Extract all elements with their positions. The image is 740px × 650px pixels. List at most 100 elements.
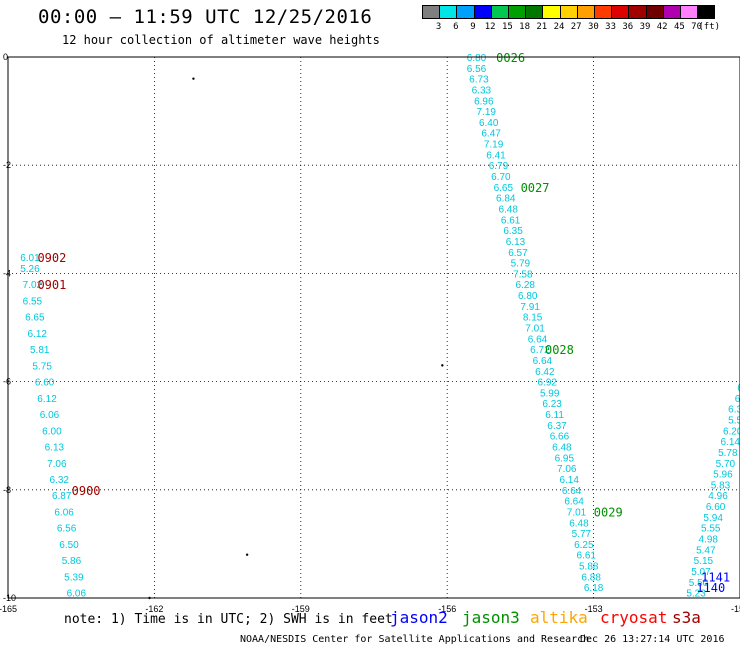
swh-value-label: 6.32 <box>50 475 70 486</box>
footer-timestamp: Dec 26 13:27:14 UTC 2016 <box>580 634 725 645</box>
swh-value-label: 5.39 <box>64 572 84 583</box>
axis-tick-labels: -165-162-159-156-153-1500-2-4-6-8-10 <box>0 52 740 614</box>
island-dot <box>441 364 444 367</box>
swh-value-label: 5.86 <box>62 556 82 567</box>
swh-value-label: 6.56 <box>467 64 487 75</box>
colorbar-label: 45 <box>673 22 685 32</box>
swh-value-label: 6.64 <box>533 356 553 367</box>
swh-value-label: 6.65 <box>494 183 514 194</box>
swh-value-label: 5.23 <box>686 589 706 600</box>
swh-value-label: 5.99 <box>540 388 560 399</box>
swh-value-label: 6.60 <box>35 378 55 389</box>
swh-value-label: 7.19 <box>484 140 504 151</box>
legend-cryosat: cryosat <box>600 608 668 627</box>
grid-lines <box>8 57 740 598</box>
swh-value-label: 5.5 <box>728 415 740 426</box>
swh-value-label: 6.3 <box>728 405 740 416</box>
pass-time-label: 0026 <box>496 51 525 65</box>
swh-value-label: 6.84 <box>496 194 516 205</box>
swh-value-label: 6.88 <box>581 572 601 583</box>
colorbar-label: 6 <box>453 22 459 32</box>
swh-value-label: 6.61 <box>501 215 521 226</box>
swh-value-label: 6.92 <box>538 378 558 389</box>
pass-time-label: 0902 <box>37 251 66 265</box>
swh-value-label: 7.01 <box>525 324 545 335</box>
swh-value-label: 6.37 <box>547 421 567 432</box>
swh-value-label: 6.14 <box>559 475 579 486</box>
swh-value-label: 6.48 <box>498 204 518 215</box>
swh-value-label: 6.13 <box>506 237 526 248</box>
swh-value-label: 6.95 <box>555 453 575 464</box>
swh-value-label: 7.19 <box>477 107 497 118</box>
swh-value-label: 5.77 <box>572 529 592 540</box>
colorbar-swatch <box>697 5 716 19</box>
swh-value-label: 6.01 <box>20 253 40 264</box>
swh-value-label: 6.33 <box>472 85 492 96</box>
colorbar-label: 18 <box>519 22 531 32</box>
swh-value-label: 6.18 <box>584 583 604 594</box>
swh-value-label: 6.64 <box>528 334 548 345</box>
legend-s3a: s3a <box>672 608 701 627</box>
swh-value-label: 6.57 <box>508 248 528 259</box>
x-tick-label: -159 <box>292 604 310 614</box>
x-tick-label: -162 <box>145 604 163 614</box>
swh-value-label: 6.11 <box>545 410 564 421</box>
x-tick-label: -150 <box>731 604 740 614</box>
y-tick-label: -8 <box>3 485 11 495</box>
legend-jason3: jason3 <box>462 608 520 627</box>
colorbar-label: 36 <box>622 22 634 32</box>
swh-value-label: 5.83 <box>711 480 731 491</box>
page-subtitle: 12 hour collection of altimeter wave hei… <box>62 33 380 47</box>
swh-value-label: 6.20 <box>723 426 740 437</box>
colorbar-label: 70 <box>691 22 703 32</box>
swh-value-label: 6.79 <box>489 161 509 172</box>
swh-value-label: 6.42 <box>535 367 555 378</box>
swh-value-label: 6.70 <box>491 172 511 183</box>
swh-value-label: 6.72 <box>530 345 550 356</box>
swh-value-label: 5.47 <box>696 545 716 556</box>
swh-value-label: 6.12 <box>28 329 48 340</box>
note-text: note: 1) Time is in UTC; 2) SWH is in fe… <box>64 612 393 627</box>
island-dot <box>192 77 195 80</box>
swh-value-label: 6.41 <box>486 150 506 161</box>
swh-value-label: 6.23 <box>542 399 562 410</box>
swh-value-label: 5.79 <box>511 259 531 270</box>
swh-value-label: 7.01 <box>567 507 587 518</box>
swh-value-label: 6.61 <box>577 551 597 562</box>
swh-value-label: 6.66 <box>550 432 570 443</box>
swh-value-label: 5.15 <box>694 556 714 567</box>
swh-value-label: 5.55 <box>701 524 721 535</box>
swh-value-label: 6.47 <box>481 129 501 140</box>
swh-value-label: 6.64 <box>564 497 584 508</box>
swh-value-label: 5.78 <box>718 448 738 459</box>
swh-value-label: 6.60 <box>706 502 726 513</box>
swh-value-label: 5.50 <box>689 578 709 589</box>
swh-value-label: 6.73 <box>469 75 489 86</box>
legend-jason2: jason2 <box>390 608 448 627</box>
pass-time-label: 0901 <box>37 278 66 292</box>
swh-value-label: 6.65 <box>25 313 45 324</box>
colorbar-label: 42 <box>656 22 668 32</box>
page-title: 00:00 – 11:59 UTC 12/25/2016 <box>38 6 373 28</box>
pass-time-label: 0029 <box>594 505 623 519</box>
swh-value-label: 5.81 <box>30 345 50 356</box>
swh-value-label: 5.96 <box>713 470 733 481</box>
swh-value-label: 6.55 <box>23 296 43 307</box>
x-tick-label: -165 <box>0 604 17 614</box>
swh-value-label: 7.02 <box>23 280 43 291</box>
swh-value-label: 6.48 <box>569 518 589 529</box>
swh-value-label: 4.96 <box>708 491 728 502</box>
swh-value-label: 6.14 <box>721 437 740 448</box>
colorbar-label: 15 <box>501 22 513 32</box>
y-tick-label: -2 <box>3 160 11 170</box>
x-tick-label: -153 <box>585 604 603 614</box>
y-tick-label: -4 <box>3 268 11 278</box>
swh-value-label: 6.56 <box>57 524 77 535</box>
swh-value-label: 6 <box>735 394 740 405</box>
swh-value-label: 6.13 <box>45 443 65 454</box>
swh-value-label: 7.91 <box>520 302 540 313</box>
swh-value-label: 6 <box>737 383 740 394</box>
swh-value-label: 6.00 <box>42 426 62 437</box>
swh-value-label: 6.06 <box>67 589 87 600</box>
